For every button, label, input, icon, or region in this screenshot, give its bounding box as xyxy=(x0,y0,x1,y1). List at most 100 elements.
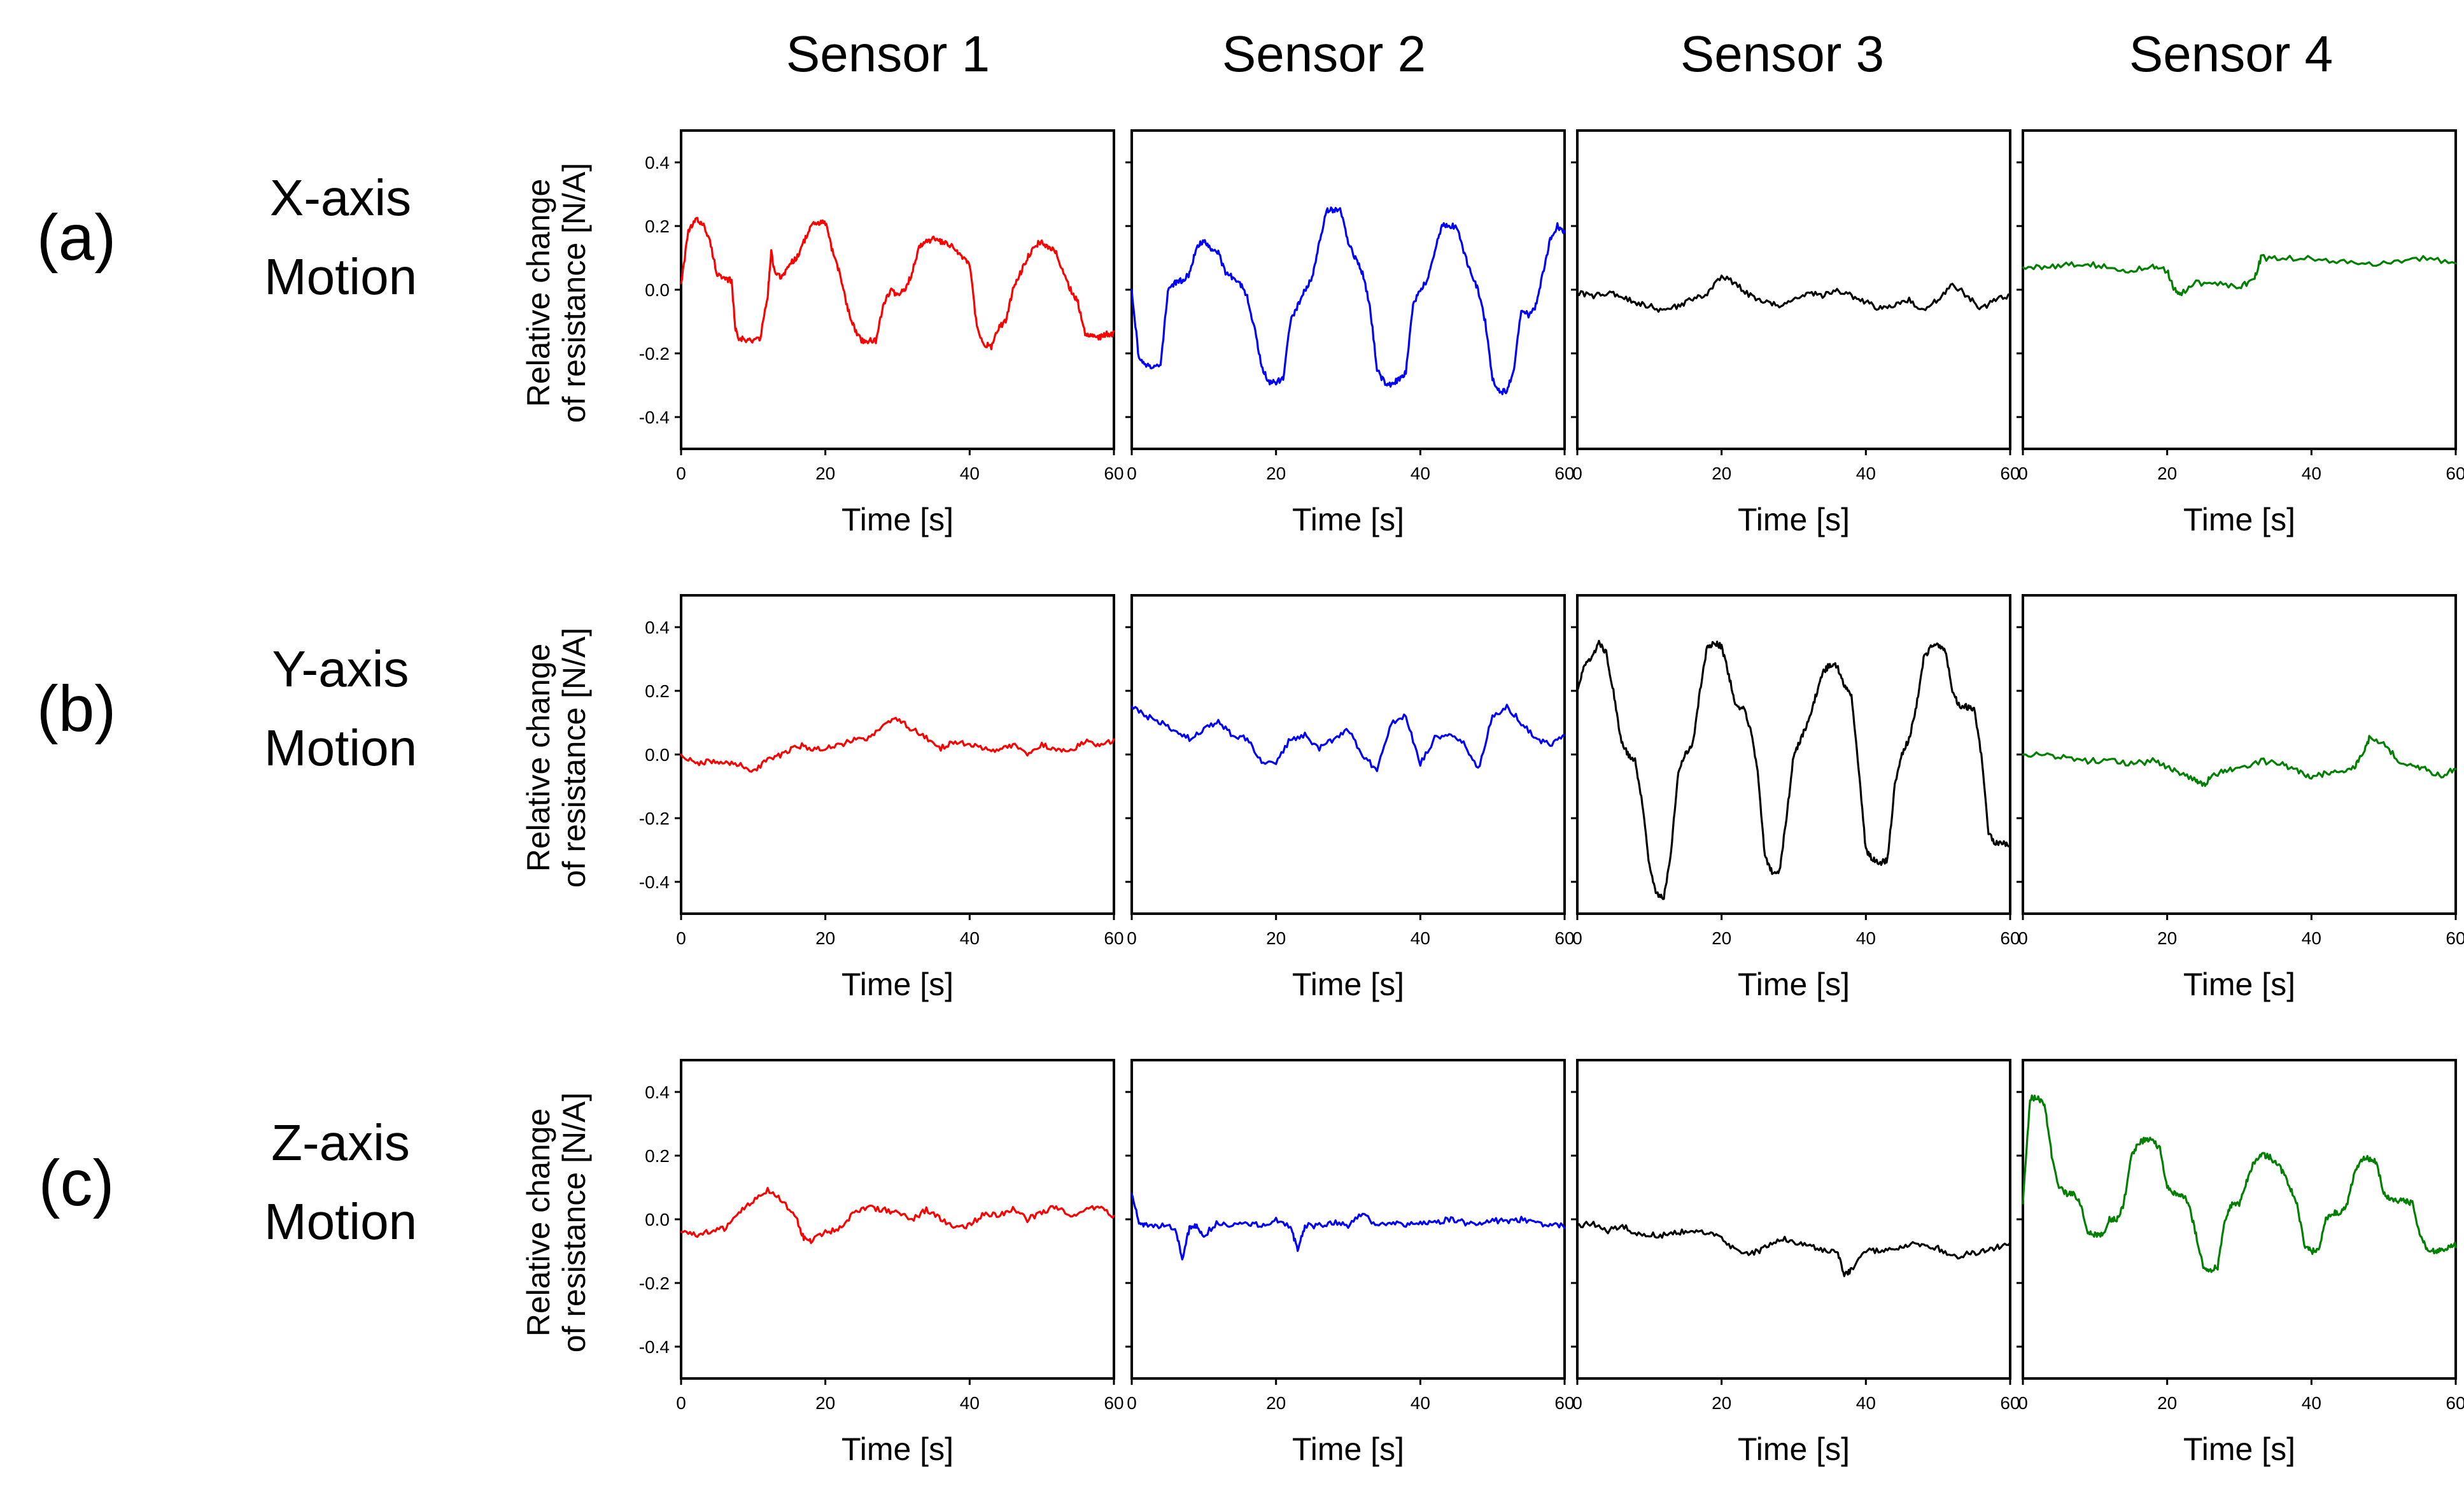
y-tick-label: -0.2 xyxy=(639,344,670,364)
x-tick-label: 60 xyxy=(1104,928,1123,948)
data-series-sensor-4 xyxy=(2022,253,2457,297)
x-tick-label: 40 xyxy=(1856,464,1876,483)
y-tick-label: 0.0 xyxy=(645,280,670,300)
panel-grid: -0.4 -0.2 0.0 0.2 0.4 0 20 40 60 Time [s] 0 20 40 60 T… xyxy=(639,129,2464,1467)
x-tick-label: 60 xyxy=(2446,464,2464,483)
x-tick-label: 60 xyxy=(1554,1393,1574,1413)
data-series-sensor-3 xyxy=(1576,639,2011,900)
plot-frame xyxy=(1576,1059,2011,1380)
x-tick-label: 20 xyxy=(2157,464,2177,483)
x-tick-label: 60 xyxy=(1104,464,1123,483)
data-series-sensor-2 xyxy=(1130,1193,1566,1261)
plot-frame xyxy=(2022,129,2457,450)
x-axis-label: Time [s] xyxy=(1292,1431,1404,1467)
x-tick-label: 40 xyxy=(1411,928,1430,948)
panel-z-axis-motion-sensor-3: 0 20 40 60 Time [s] xyxy=(1571,1059,2020,1467)
y-axis-label-line1: Relative change xyxy=(521,644,556,872)
y-axis-label-line2: of resistance [N/A] xyxy=(556,628,592,888)
data-series-sensor-3 xyxy=(1576,1221,2011,1277)
x-tick-label: 0 xyxy=(2018,928,2028,948)
data-series-sensor-4 xyxy=(2022,735,2457,787)
x-tick-label: 40 xyxy=(1411,1393,1430,1413)
y-tick-label: -0.4 xyxy=(639,407,670,427)
y-tick-label: -0.2 xyxy=(639,1273,670,1293)
column-title-sensor-2: Sensor 2 xyxy=(1222,25,1426,82)
x-tick-label: 60 xyxy=(2000,1393,2020,1413)
x-tick-label: 20 xyxy=(2157,928,2177,948)
data-series-sensor-3 xyxy=(1576,274,2011,313)
x-tick-label: 0 xyxy=(1127,1393,1137,1413)
x-tick-label: 40 xyxy=(2302,1393,2321,1413)
column-title-sensor-3: Sensor 3 xyxy=(1680,25,1884,82)
row-label-c: (c) xyxy=(39,1147,115,1219)
y-axis-label-line1: Relative change xyxy=(521,179,556,407)
row-title-y-axis-line2: Motion xyxy=(264,719,417,776)
x-tick-label: 20 xyxy=(815,928,835,948)
y-tick-label: 0.4 xyxy=(645,1082,670,1102)
panel-z-axis-motion-sensor-2: 0 20 40 60 Time [s] xyxy=(1125,1059,1575,1467)
column-title-sensor-1: Sensor 1 xyxy=(786,25,990,82)
x-axis-label: Time [s] xyxy=(2183,967,2295,1002)
y-axis-label-line2: of resistance [N/A] xyxy=(556,1093,592,1353)
y-tick-label: 0.0 xyxy=(645,1210,670,1229)
plot-frame xyxy=(1130,594,1566,915)
x-tick-label: 60 xyxy=(2000,464,2020,483)
row-title-x-axis-line2: Motion xyxy=(264,248,417,305)
y-tick-label: -0.4 xyxy=(639,1337,670,1357)
data-series-sensor-2 xyxy=(1130,704,1566,772)
y-axis-label-line2: of resistance [N/A] xyxy=(556,163,592,423)
x-tick-label: 40 xyxy=(960,464,980,483)
row-title-z-axis-line2: Motion xyxy=(264,1193,417,1250)
x-tick-label: 20 xyxy=(1266,928,1286,948)
panel-y-axis-motion-sensor-4: 0 20 40 60 Time [s] xyxy=(2017,594,2464,1002)
x-tick-label: 20 xyxy=(1266,464,1286,483)
x-tick-label: 40 xyxy=(1856,928,1876,948)
x-axis-label: Time [s] xyxy=(1292,502,1404,537)
data-series-sensor-2 xyxy=(1130,206,1566,395)
data-series-sensor-4 xyxy=(2022,1094,2457,1273)
y-tick-label: -0.4 xyxy=(639,872,670,892)
panel-x-axis-motion-sensor-4: 0 20 40 60 Time [s] xyxy=(2017,129,2464,537)
x-tick-label: 60 xyxy=(2000,928,2020,948)
panel-z-axis-motion-sensor-4: 0 20 40 60 Time [s] xyxy=(2017,1059,2464,1467)
row-title-z-axis-line1: Z-axis xyxy=(271,1114,410,1171)
y-tick-label: 0.4 xyxy=(645,618,670,637)
y-tick-label: -0.2 xyxy=(639,809,670,828)
x-axis-label: Time [s] xyxy=(1738,967,1850,1002)
plot-frame xyxy=(680,594,1115,915)
panel-y-axis-motion-sensor-3: 0 20 40 60 Time [s] xyxy=(1571,594,2020,1002)
y-tick-label: 0.2 xyxy=(645,1146,670,1166)
plot-frame xyxy=(1130,129,1566,450)
panel-z-axis-motion-sensor-1: -0.4 -0.2 0.0 0.2 0.4 0 20 40 60 Time [s] xyxy=(639,1059,1124,1467)
y-tick-label: 0.4 xyxy=(645,153,670,173)
x-tick-label: 60 xyxy=(1554,464,1574,483)
x-tick-label: 0 xyxy=(676,1393,686,1413)
x-tick-label: 40 xyxy=(1856,1393,1876,1413)
x-tick-label: 60 xyxy=(1104,1393,1123,1413)
x-tick-label: 0 xyxy=(2018,1393,2028,1413)
x-tick-label: 20 xyxy=(2157,1393,2177,1413)
x-axis-label: Time [s] xyxy=(1292,967,1404,1002)
row-title-y-axis-line1: Y-axis xyxy=(272,641,409,697)
panel-x-axis-motion-sensor-3: 0 20 40 60 Time [s] xyxy=(1571,129,2020,537)
row-title-x-axis-line1: X-axis xyxy=(270,169,411,226)
y-tick-label: 0.0 xyxy=(645,745,670,765)
x-tick-label: 60 xyxy=(1554,928,1574,948)
y-tick-label: 0.2 xyxy=(645,681,670,701)
y-axis-label-line1: Relative change xyxy=(521,1109,556,1337)
x-axis-label: Time [s] xyxy=(841,967,954,1002)
x-tick-label: 0 xyxy=(1572,464,1582,483)
y-axis-label-row-b: Relative change of resistance [N/A] xyxy=(521,628,592,888)
x-tick-label: 20 xyxy=(1712,928,1731,948)
x-tick-label: 20 xyxy=(1712,1393,1731,1413)
plot-frame xyxy=(1576,129,2011,450)
y-axis-label-row-c: Relative change of resistance [N/A] xyxy=(521,1093,592,1353)
x-tick-label: 0 xyxy=(1572,1393,1582,1413)
x-tick-label: 0 xyxy=(1572,928,1582,948)
x-axis-label: Time [s] xyxy=(2183,1431,2295,1467)
x-tick-label: 40 xyxy=(2302,928,2321,948)
x-axis-label: Time [s] xyxy=(2183,502,2295,537)
x-tick-label: 40 xyxy=(2302,464,2321,483)
x-tick-label: 0 xyxy=(1127,464,1137,483)
